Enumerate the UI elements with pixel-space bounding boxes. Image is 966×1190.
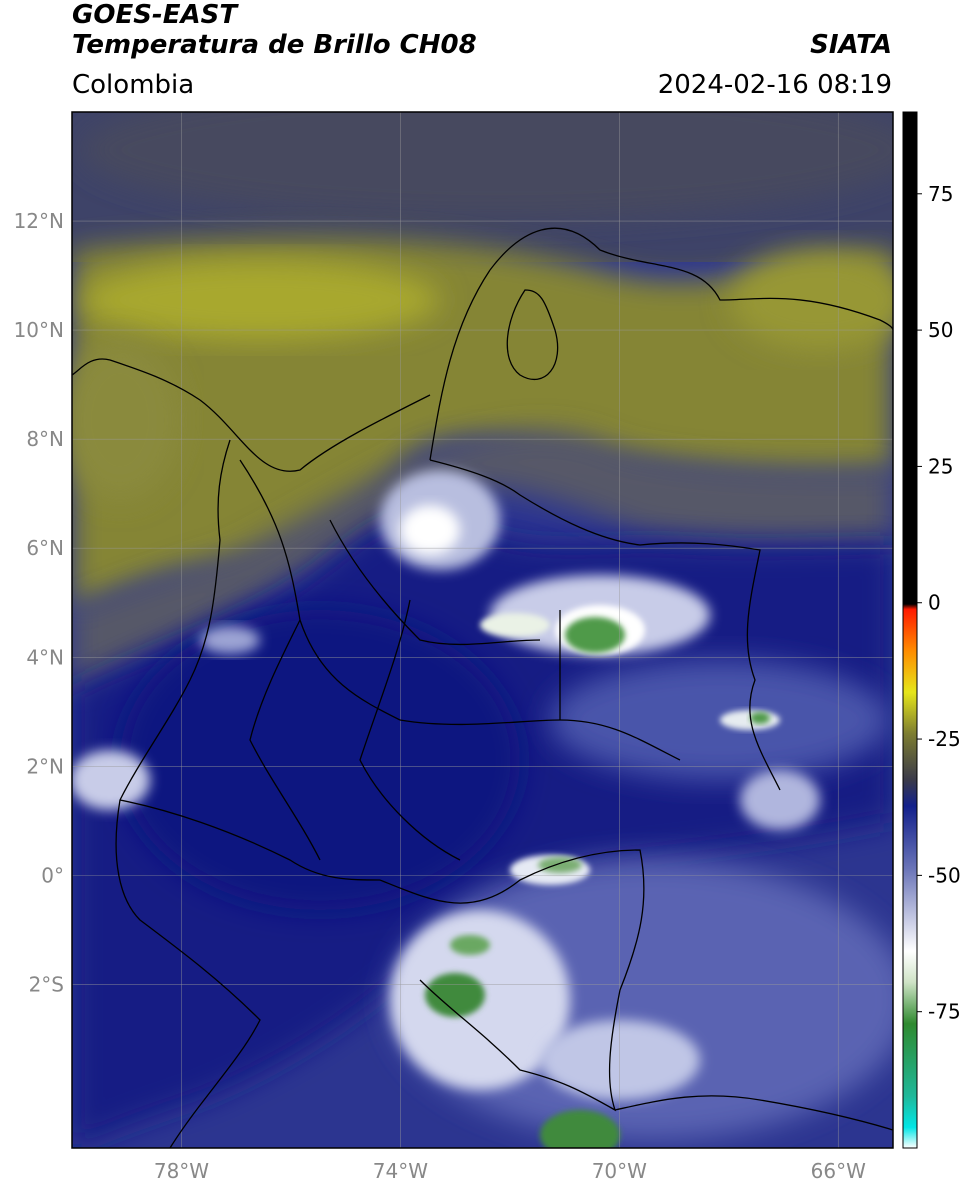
datetime-label: 2024-02-16 08:19 xyxy=(657,70,892,100)
map-frame xyxy=(71,111,894,1149)
colorbar-ticks: 75 50 25 0 -25 -50 -75 xyxy=(917,182,961,1024)
title-satellite: GOES-EAST xyxy=(72,0,238,30)
lat-tick-label: 10°N xyxy=(14,318,64,342)
lat-tick-label: 8°N xyxy=(26,427,64,451)
longitude-labels: 78°W 74°W 70°W 66°W xyxy=(154,1159,866,1183)
southern-border xyxy=(379,849,645,1112)
lon-tick-label: 66°W xyxy=(811,1159,866,1183)
venezuela-coast xyxy=(489,227,893,331)
latitude-labels: 12°N 10°N 8°N 6°N 4°N 2°N 0° 2°S xyxy=(14,209,64,996)
colorbar xyxy=(902,111,918,1149)
region-label: Colombia xyxy=(72,70,195,100)
colorbar-tick-label: -25 xyxy=(928,727,961,751)
brightness-temperature-field xyxy=(72,112,893,1148)
lat-tick-label: 2°N xyxy=(26,754,64,778)
dept-line-6 xyxy=(359,599,461,861)
caribbean-coast xyxy=(72,269,491,472)
colombia-venezuela-border xyxy=(429,459,781,791)
dept-line-1 xyxy=(239,459,401,721)
lake-maracaibo xyxy=(506,289,559,381)
lat-tick-label: 12°N xyxy=(14,209,64,233)
colorbar-tick-label: 75 xyxy=(928,182,953,206)
lat-tick-label: 4°N xyxy=(26,645,64,669)
colorbar-tick-label: -75 xyxy=(928,1000,961,1024)
brand-label: SIATA xyxy=(810,30,892,60)
peru-brazil-border xyxy=(614,1095,893,1131)
lat-tick-label: 0° xyxy=(41,863,64,887)
colorbar-tick-label: 25 xyxy=(928,454,953,478)
borders xyxy=(72,227,893,1148)
title-product: Temperatura de Brillo CH08 xyxy=(72,30,477,60)
lon-tick-label: 74°W xyxy=(373,1159,428,1183)
lon-tick-label: 70°W xyxy=(592,1159,647,1183)
lat-tick-label: 6°N xyxy=(26,536,64,560)
lon-tick-label: 78°W xyxy=(154,1159,209,1183)
colorbar-tick-label: 0 xyxy=(928,591,941,615)
ecuador-border xyxy=(119,799,381,881)
colorbar-tick-label: -50 xyxy=(928,863,961,887)
dept-line-4 xyxy=(249,619,321,861)
graticule xyxy=(72,112,893,1148)
colorbar-tick-label: 50 xyxy=(928,318,953,342)
lat-tick-label: 2°S xyxy=(29,972,64,996)
dept-line-2 xyxy=(329,519,541,646)
